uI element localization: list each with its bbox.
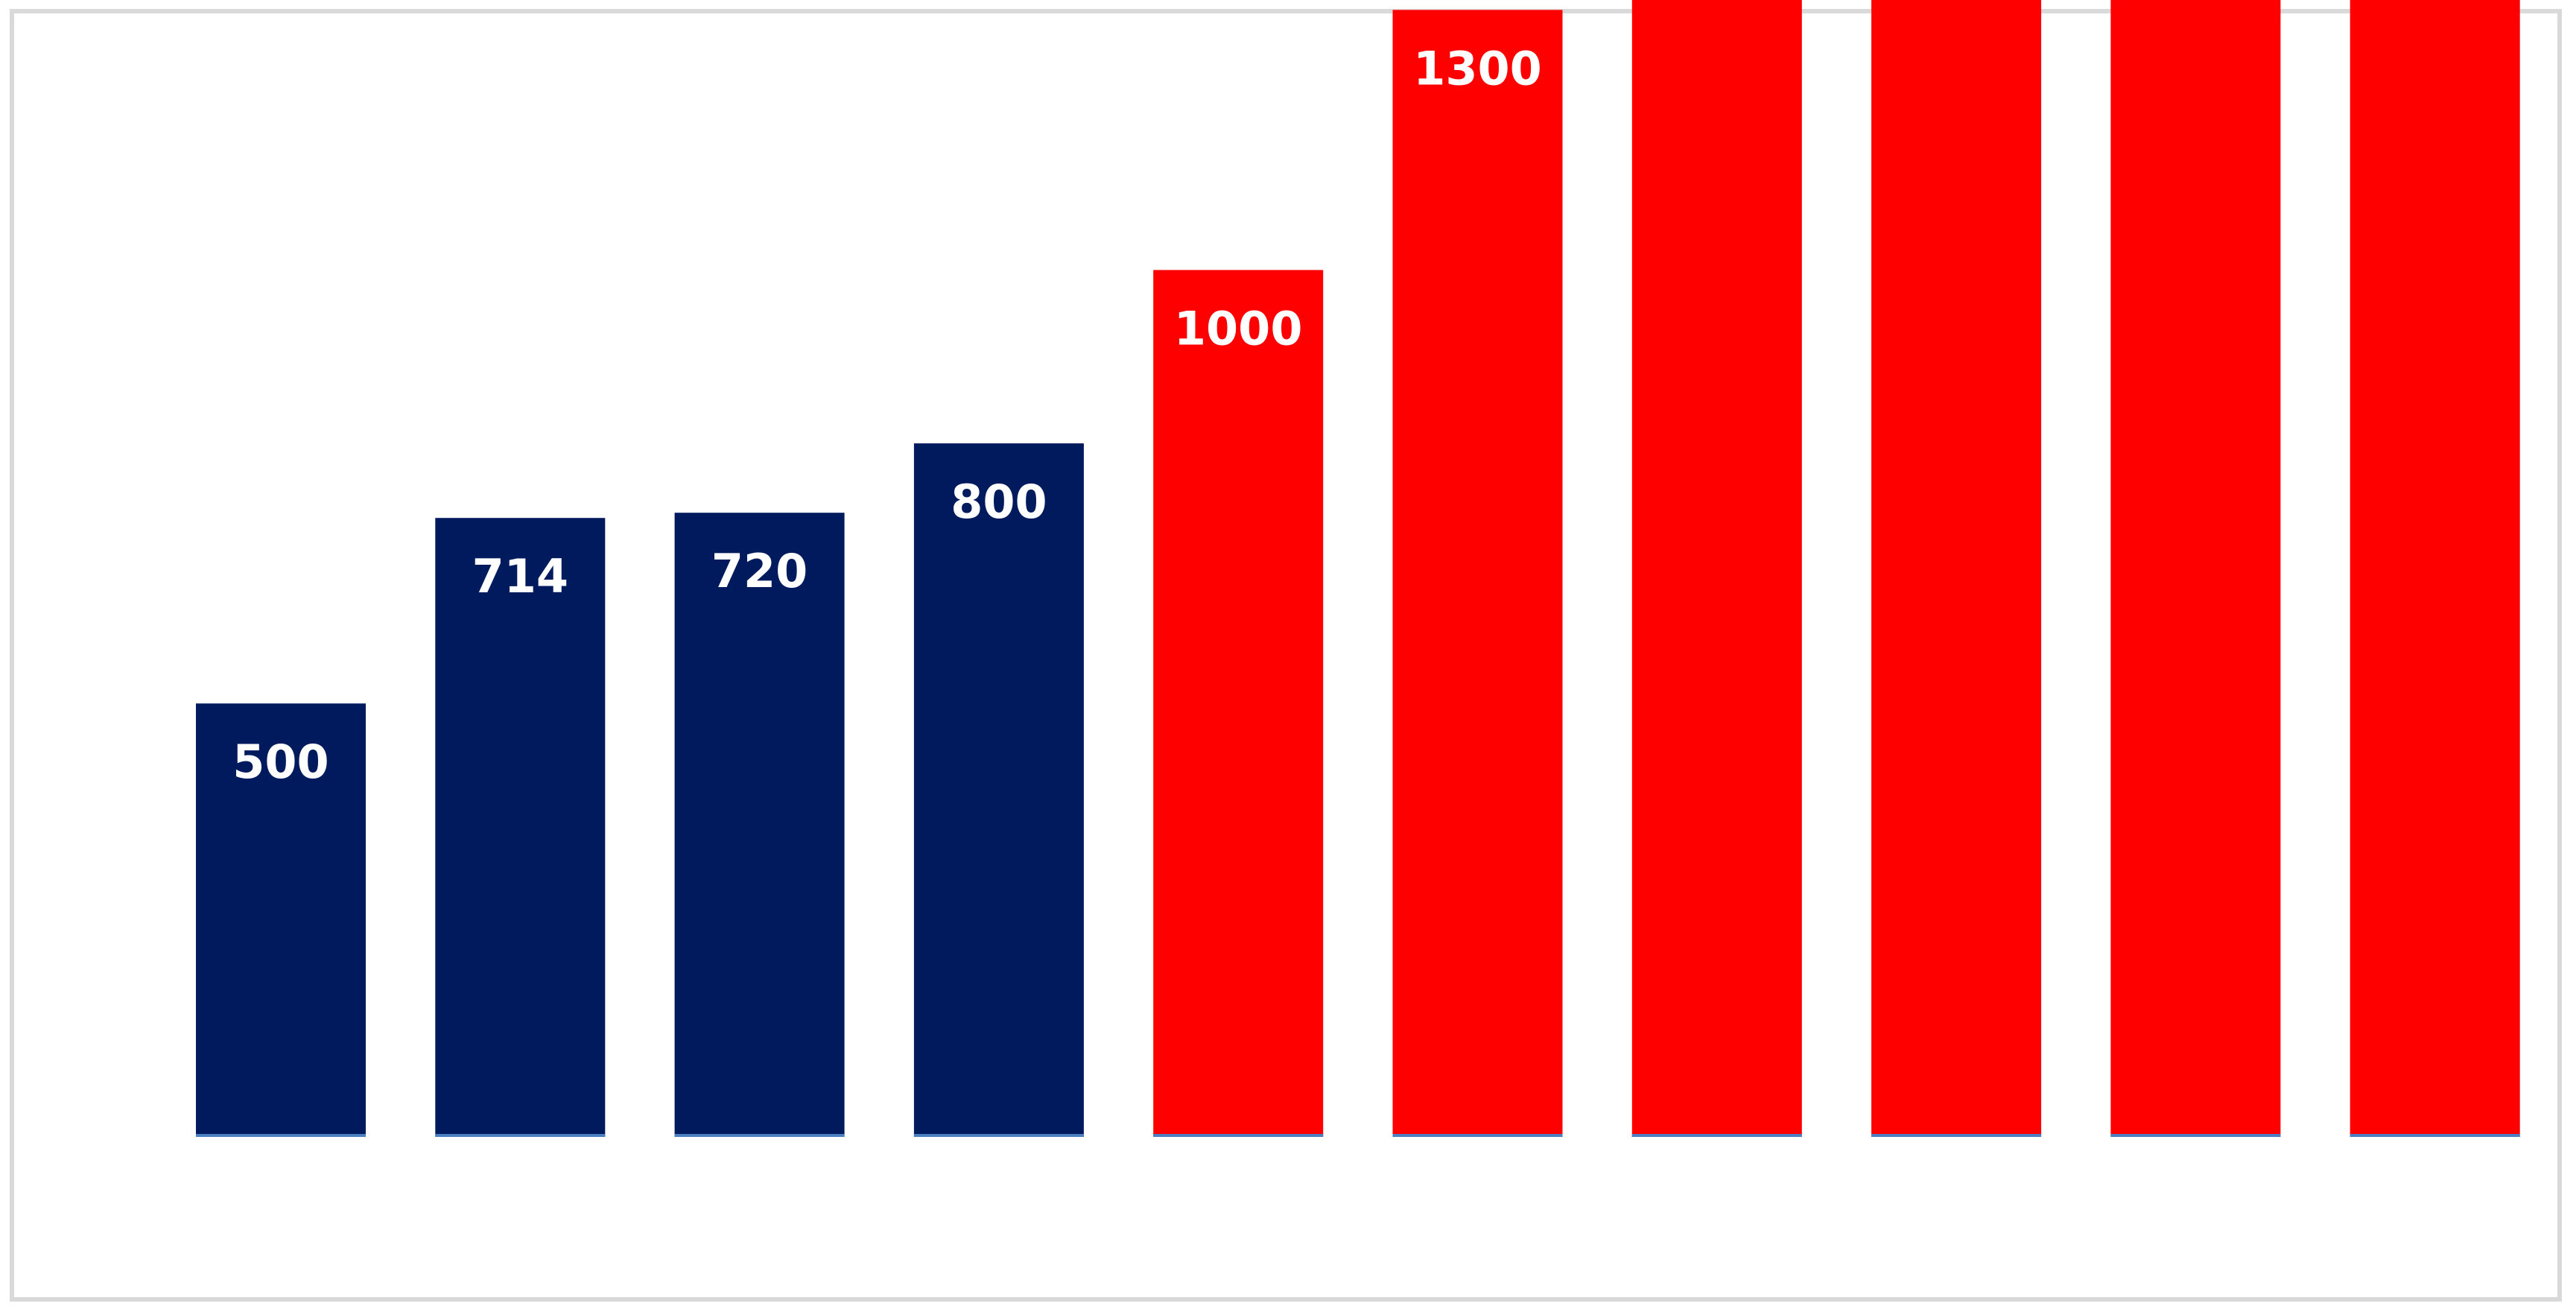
bar-2 [435, 518, 606, 1137]
bar-7 [1631, 0, 1802, 1137]
bar-10 [2350, 0, 2520, 1137]
data-label-3: 720 [711, 544, 808, 598]
bar-baseline-8 [1871, 1134, 2042, 1137]
bar-baseline-1 [196, 1134, 366, 1137]
bar-6 [1392, 10, 1563, 1137]
bars-layer [196, 0, 2520, 1138]
bar-baseline-4 [913, 1134, 1084, 1137]
data-label-7: 1400 [1653, 0, 1782, 9]
bar-3 [674, 513, 845, 1137]
bar-8 [1871, 0, 2042, 1138]
bar-4 [913, 443, 1084, 1137]
bar-baseline-5 [1153, 1134, 1324, 1137]
bar-1 [196, 703, 366, 1137]
data-label-4: 800 [951, 475, 1047, 529]
bar-baseline-3 [674, 1134, 845, 1137]
data-labels-layer: 500714720800100013001400143016501777 [232, 0, 1782, 789]
data-label-2: 714 [472, 549, 568, 603]
bar-baseline-9 [2110, 1134, 2281, 1137]
data-label-6: 1300 [1413, 41, 1542, 95]
data-label-1: 500 [232, 735, 329, 789]
bar-baseline-6 [1392, 1134, 1563, 1137]
data-label-5: 1000 [1174, 301, 1303, 355]
bar-9 [2110, 0, 2281, 1138]
bar-baseline-10 [2350, 1134, 2520, 1137]
bar-5 [1153, 270, 1324, 1137]
bar-baseline-2 [435, 1134, 606, 1137]
bar-baseline-7 [1631, 1134, 1802, 1137]
